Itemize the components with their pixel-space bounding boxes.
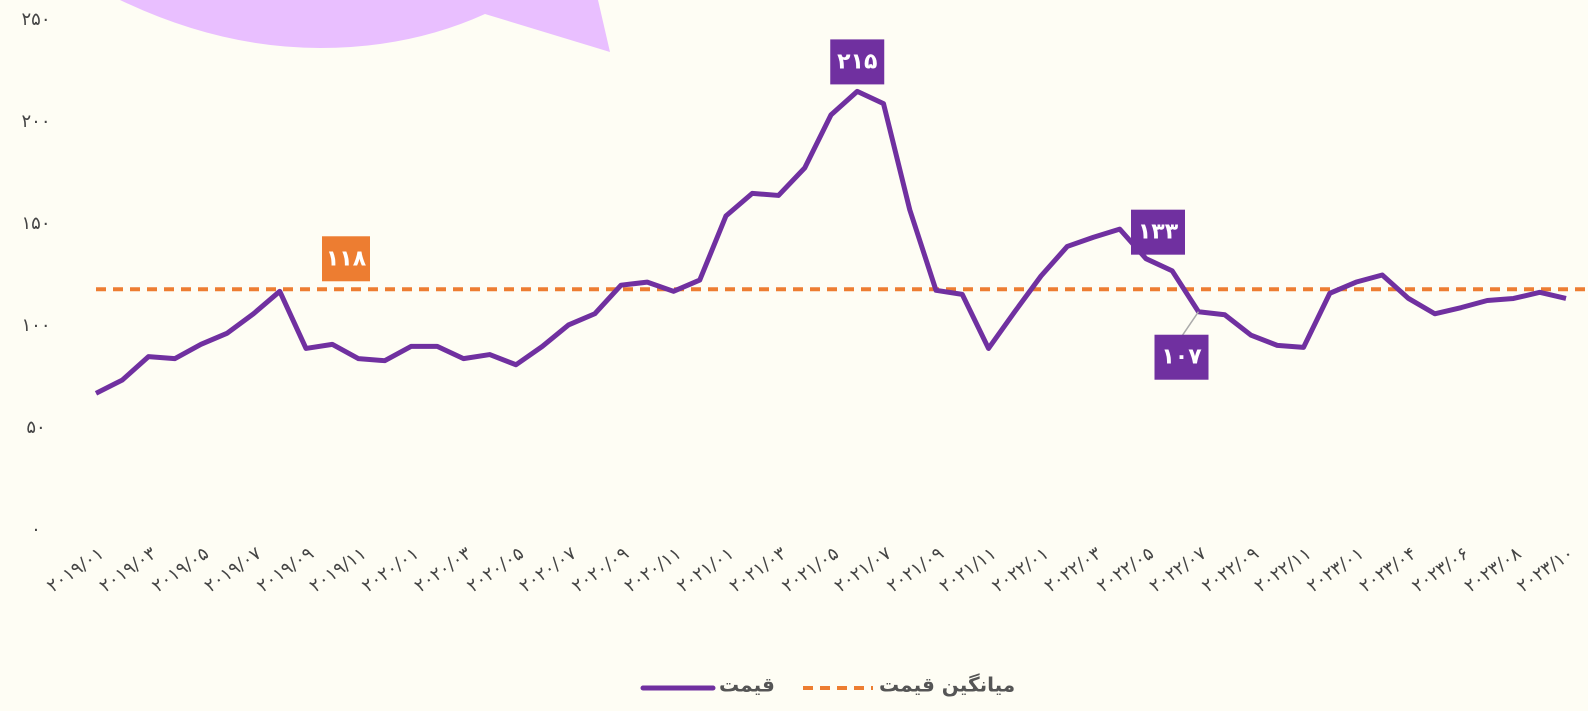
chart: ۰۵۰۱۰۰۱۵۰۲۰۰۲۵۰۲۰۱۹/۰۱۲۰۱۹/۰۳۲۰۱۹/۰۵۲۰۱۹… (0, 0, 1588, 711)
data-label: ۱۳۳ (1138, 220, 1179, 245)
background (0, 0, 1588, 711)
data-label: ۱۰۷ (1161, 345, 1202, 370)
page: ۰۵۰۱۰۰۱۵۰۲۰۰۲۵۰۲۰۱۹/۰۱۲۰۱۹/۰۳۲۰۱۹/۰۵۲۰۱۹… (0, 0, 1588, 711)
y-tick-label: ۵۰ (26, 417, 45, 438)
y-tick-label: ۲۵۰ (21, 9, 50, 30)
y-tick-label: ۱۰۰ (21, 315, 50, 336)
average-label: ۱۱۸ (326, 246, 367, 271)
y-tick-label: ۱۵۰ (21, 213, 50, 234)
legend-label: میانگین قیمت (879, 673, 1015, 697)
y-tick-label: ۲۰۰ (21, 111, 50, 132)
legend-label: قیمت (719, 673, 775, 697)
data-label: ۲۱۵ (837, 49, 877, 74)
y-tick-label: ۰ (31, 519, 41, 540)
